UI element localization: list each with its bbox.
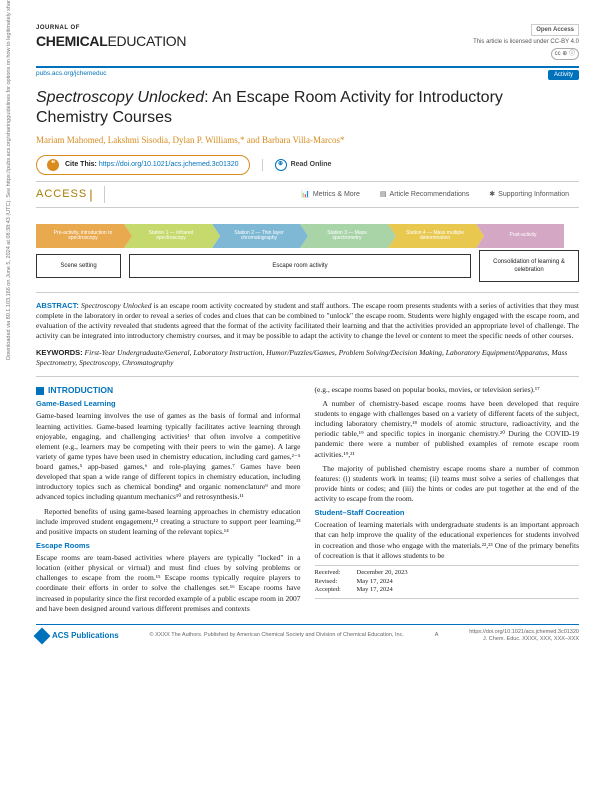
file-icon: ✱ [489, 190, 495, 199]
authors: Mariam Mahomed, Lakshmi Sisodia, Dylan P… [36, 134, 579, 146]
list-icon: ▤ [380, 190, 387, 199]
abstract: ABSTRACT: Spectroscopy Unlocked is an es… [36, 301, 579, 342]
activity-badge: Activity [548, 70, 579, 80]
subhead-escape: Escape Rooms [36, 541, 301, 551]
metrics-icon: 📊 [301, 190, 310, 199]
cite-this[interactable]: ❝ Cite This: https://doi.org/10.1021/acs… [36, 155, 250, 175]
si-link[interactable]: ✱Supporting Information [479, 190, 579, 199]
recommendations-link[interactable]: ▤Article Recommendations [370, 190, 479, 199]
quote-icon: ❝ [47, 159, 59, 171]
toc-graphic: Pre-activity, introduction to spectrosco… [36, 216, 579, 293]
section-introduction: INTRODUCTION [36, 385, 301, 396]
article-title: Spectroscopy Unlocked: An Escape Room Ac… [36, 88, 579, 128]
para: A number of chemistry-based escape rooms… [315, 399, 580, 460]
open-access-box: Open Access This article is licensed und… [473, 24, 579, 60]
para: Game-based learning involves the use of … [36, 411, 301, 502]
para: Escape rooms are team-based activities w… [36, 553, 301, 614]
para: (e.g., escape rooms based on popular boo… [315, 385, 580, 395]
para: Reported benefits of using game-based le… [36, 507, 301, 537]
page-footer: ACS Publications © XXXX The Authors. Pub… [36, 624, 579, 644]
access-label: ACCESS| [36, 186, 105, 204]
journal-url[interactable]: pubs.acs.org/jchemeduc [36, 70, 106, 80]
para: Cocreation of learning materials with un… [315, 520, 580, 561]
journal-logo: JOURNAL OF CHEMICALEDUCATION [36, 24, 186, 51]
read-online[interactable]: ⊕ Read Online [262, 159, 332, 171]
para: The majority of published chemistry esca… [315, 464, 580, 505]
globe-icon: ⊕ [275, 159, 287, 171]
acs-logo: ACS Publications [36, 630, 119, 642]
subhead-gbl: Game-Based Learning [36, 399, 301, 409]
subhead-cocreation: Student–Staff Cocreation [315, 508, 580, 518]
keywords: KEYWORDS: First-Year Undergraduate/Gener… [36, 348, 579, 368]
metrics-link[interactable]: 📊Metrics & More [291, 190, 370, 199]
dates-box: Received:December 20, 2023 Revised:May 1… [315, 565, 580, 599]
download-note: Downloaded via 80.1.103.166 on June 5, 2… [6, 0, 13, 360]
